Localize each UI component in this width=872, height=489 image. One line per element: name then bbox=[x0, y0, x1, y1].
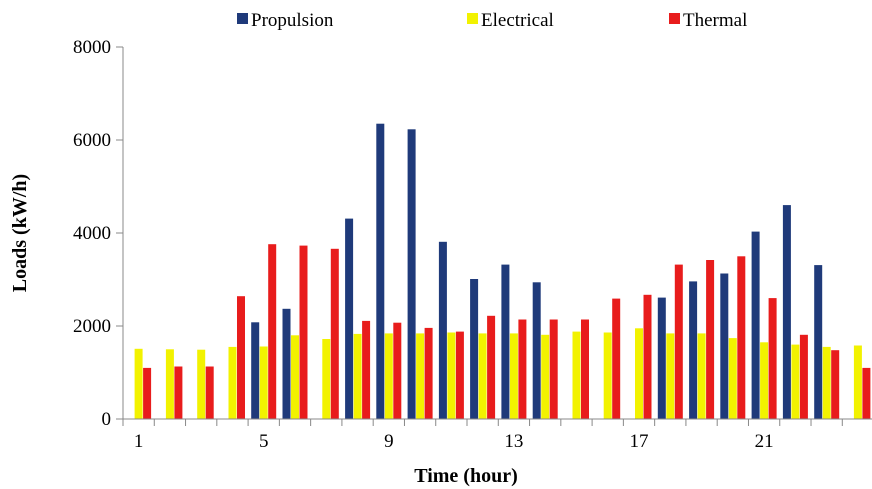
y-tick-label: 0 bbox=[102, 409, 112, 430]
bars bbox=[134, 123, 871, 420]
x-tick-label: 13 bbox=[504, 431, 523, 452]
bar-propulsion-hour-21 bbox=[751, 231, 760, 419]
legend-label-electrical: Electrical bbox=[481, 10, 554, 31]
bar-thermal-hour-9 bbox=[393, 322, 402, 419]
bar-thermal-hour-17 bbox=[643, 294, 652, 419]
bar-electrical-hour-19 bbox=[697, 333, 706, 419]
bar-electrical-hour-23 bbox=[822, 346, 831, 419]
bar-thermal-hour-20 bbox=[737, 256, 746, 420]
bar-thermal-hour-18 bbox=[674, 264, 683, 419]
bar-thermal-hour-6 bbox=[299, 245, 308, 419]
x-axis-ticks: 1 5 9 13 17 21 bbox=[122, 419, 843, 452]
bar-thermal-hour-7 bbox=[330, 248, 339, 419]
bar-electrical-hour-13 bbox=[509, 333, 518, 419]
bar-thermal-hour-13 bbox=[518, 319, 527, 419]
bar-thermal-hour-10 bbox=[424, 327, 433, 419]
bar-propulsion-hour-18 bbox=[657, 297, 666, 419]
bar-thermal-hour-14 bbox=[549, 319, 558, 419]
bar-electrical-hour-12 bbox=[478, 333, 487, 419]
x-tick-label: 17 bbox=[630, 431, 649, 452]
bar-thermal-hour-16 bbox=[612, 298, 621, 419]
bar-thermal-hour-15 bbox=[581, 319, 589, 419]
bar-thermal-hour-1 bbox=[143, 367, 152, 419]
y-tick-label: 2000 bbox=[73, 316, 111, 337]
bar-electrical-hour-24 bbox=[853, 345, 862, 419]
bar-electrical-hour-21 bbox=[760, 342, 769, 419]
y-axis-ticks: 0 2000 4000 6000 8000 bbox=[73, 37, 123, 430]
bar-electrical-hour-16 bbox=[603, 332, 612, 419]
bar-propulsion-hour-6 bbox=[282, 308, 291, 419]
bar-thermal-hour-19 bbox=[706, 260, 715, 419]
bar-thermal-hour-2 bbox=[174, 366, 183, 419]
legend: Propulsion Electrical Thermal bbox=[237, 10, 747, 31]
bar-propulsion-hour-14 bbox=[532, 282, 541, 419]
bar-electrical-hour-20 bbox=[728, 338, 737, 419]
bar-thermal-hour-21 bbox=[768, 298, 777, 419]
bar-propulsion-hour-5 bbox=[251, 322, 260, 419]
bar-electrical-hour-1 bbox=[134, 348, 143, 419]
bar-thermal-hour-12 bbox=[487, 315, 496, 419]
bar-electrical-hour-18 bbox=[666, 333, 675, 419]
bar-electrical-hour-6 bbox=[291, 335, 299, 419]
bar-propulsion-hour-23 bbox=[814, 265, 823, 419]
bar-propulsion-hour-20 bbox=[720, 273, 729, 419]
bar-electrical-hour-7 bbox=[322, 339, 331, 419]
bar-thermal-hour-4 bbox=[237, 296, 245, 419]
bar-electrical-hour-3 bbox=[197, 349, 206, 419]
legend-label-propulsion: Propulsion bbox=[251, 10, 334, 31]
bar-thermal-hour-24 bbox=[862, 367, 871, 419]
bar-electrical-hour-11 bbox=[447, 332, 456, 419]
bar-electrical-hour-9 bbox=[384, 333, 393, 419]
bar-propulsion-hour-10 bbox=[407, 129, 416, 420]
bar-electrical-hour-22 bbox=[791, 344, 800, 419]
x-tick-label: 9 bbox=[384, 431, 394, 452]
bar-electrical-hour-8 bbox=[353, 333, 362, 419]
bar-electrical-hour-15 bbox=[572, 331, 581, 419]
y-tick-label: 6000 bbox=[73, 130, 111, 151]
bar-thermal-hour-3 bbox=[205, 366, 214, 419]
legend-label-thermal: Thermal bbox=[683, 10, 747, 31]
bar-electrical-hour-14 bbox=[541, 334, 550, 419]
x-tick-label: 5 bbox=[259, 431, 269, 452]
bar-propulsion-hour-11 bbox=[438, 241, 447, 419]
bar-thermal-hour-5 bbox=[268, 244, 277, 419]
bar-propulsion-hour-19 bbox=[689, 281, 698, 419]
bar-electrical-hour-17 bbox=[635, 328, 643, 419]
bar-propulsion-hour-8 bbox=[345, 218, 354, 419]
x-tick-label: 1 bbox=[134, 431, 144, 452]
legend-swatch-propulsion bbox=[237, 13, 248, 24]
bar-electrical-hour-4 bbox=[228, 346, 237, 419]
legend-swatch-electrical bbox=[467, 13, 478, 24]
y-axis-title: Loads (kW/h) bbox=[9, 174, 31, 292]
bar-propulsion-hour-12 bbox=[470, 279, 479, 419]
bar-thermal-hour-11 bbox=[455, 331, 464, 419]
x-tick-label: 21 bbox=[755, 431, 774, 452]
bar-electrical-hour-5 bbox=[259, 346, 268, 419]
x-axis-title: Time (hour) bbox=[414, 465, 518, 487]
y-tick-label: 4000 bbox=[73, 223, 111, 244]
y-tick-label: 8000 bbox=[73, 37, 111, 58]
legend-swatch-thermal bbox=[669, 13, 680, 24]
bar-thermal-hour-23 bbox=[831, 350, 840, 419]
bar-thermal-hour-22 bbox=[799, 334, 808, 419]
bar-electrical-hour-10 bbox=[416, 333, 425, 419]
bar-propulsion-hour-13 bbox=[501, 264, 510, 419]
bar-propulsion-hour-9 bbox=[376, 123, 385, 419]
bar-electrical-hour-2 bbox=[165, 349, 174, 420]
bar-propulsion-hour-22 bbox=[782, 205, 791, 419]
bar-thermal-hour-8 bbox=[362, 320, 371, 419]
